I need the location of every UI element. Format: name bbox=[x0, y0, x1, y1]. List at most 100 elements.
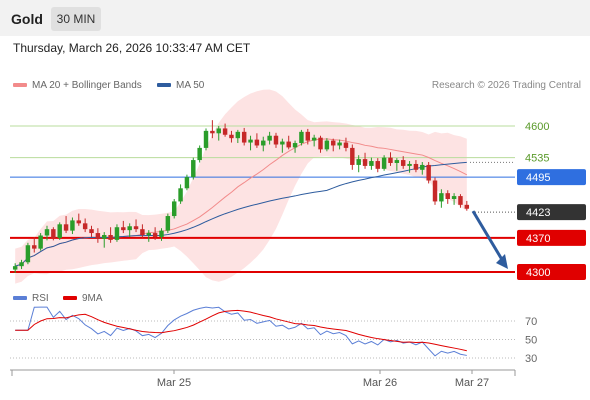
candle-body bbox=[413, 163, 419, 170]
price-label-4535: 4535 bbox=[525, 153, 549, 165]
bollinger-band-area bbox=[15, 89, 467, 284]
candle-body bbox=[89, 229, 94, 234]
candle-body bbox=[152, 233, 158, 237]
candle-body bbox=[280, 141, 285, 145]
candle-body bbox=[63, 224, 69, 231]
price-badge-4300 bbox=[517, 264, 586, 280]
candle-body bbox=[394, 160, 400, 163]
credit-text: Research © 2026 Trading Central bbox=[431, 80, 581, 91]
candles-group bbox=[12, 120, 470, 273]
price-badge-4370 bbox=[517, 229, 586, 246]
candle-body bbox=[108, 235, 113, 240]
candle-body bbox=[318, 137, 323, 150]
candle-body bbox=[222, 128, 228, 135]
candle-body bbox=[44, 229, 50, 236]
timeframe-button[interactable]: 30 MIN bbox=[51, 7, 101, 31]
candle-body bbox=[350, 147, 355, 165]
ma50-line bbox=[15, 161, 467, 267]
forecast-arrow-shaft bbox=[471, 210, 506, 264]
price-badge-4423 bbox=[517, 204, 586, 221]
rsi-swatch bbox=[13, 296, 27, 301]
candle-body bbox=[95, 233, 101, 239]
price-label-4600: 4600 bbox=[525, 121, 549, 133]
x-tick-label: Mar 27 bbox=[455, 377, 489, 389]
candle-body bbox=[261, 140, 266, 146]
candle-body bbox=[241, 131, 247, 143]
candle-body bbox=[32, 245, 37, 249]
candle-body bbox=[400, 160, 406, 166]
candle-body bbox=[159, 230, 164, 237]
candle-body bbox=[25, 245, 31, 263]
price-label-4495: 4495 bbox=[526, 172, 550, 184]
x-tick-label: Mar 26 bbox=[363, 377, 397, 389]
candle-body bbox=[432, 180, 438, 202]
rsi-level-label: 70 bbox=[525, 316, 537, 328]
price-label-4300: 4300 bbox=[526, 267, 550, 279]
candle-body bbox=[191, 160, 196, 178]
candle-body bbox=[121, 227, 126, 231]
legend-rsi: RSI bbox=[13, 293, 49, 304]
candle-body bbox=[76, 220, 82, 224]
candle-body bbox=[57, 224, 62, 238]
candle-body bbox=[51, 229, 56, 238]
candle-body bbox=[102, 235, 107, 239]
legend-ma20-label: MA 20 + Bollinger Bands bbox=[32, 80, 142, 91]
candle-body bbox=[331, 140, 336, 146]
candle-body bbox=[197, 147, 202, 161]
candle-body bbox=[229, 134, 234, 139]
candle-body bbox=[114, 227, 120, 240]
candle-body bbox=[375, 161, 380, 169]
x-tick-label: Mar 25 bbox=[157, 377, 191, 389]
ma50-swatch bbox=[157, 83, 171, 88]
9ma-swatch bbox=[63, 296, 77, 301]
price-label-4370: 4370 bbox=[526, 233, 550, 245]
price-label-4423: 4423 bbox=[526, 207, 550, 219]
candle-body bbox=[381, 157, 387, 169]
candle-body bbox=[299, 131, 304, 144]
candle-body bbox=[216, 128, 221, 134]
candle-body bbox=[305, 131, 311, 141]
rsi-line bbox=[15, 306, 467, 357]
candle-body bbox=[426, 164, 431, 181]
candle-body bbox=[203, 130, 209, 148]
candle-body bbox=[70, 220, 75, 231]
candle-body bbox=[445, 193, 450, 199]
candle-body bbox=[171, 201, 177, 217]
legend-9ma-label: 9MA bbox=[82, 293, 103, 304]
rsi-level-label: 50 bbox=[525, 335, 537, 347]
rsi-level-label: 30 bbox=[525, 353, 537, 365]
candle-body bbox=[464, 204, 470, 209]
candle-body bbox=[127, 226, 132, 231]
candle-body bbox=[388, 157, 393, 163]
candle-body bbox=[140, 229, 145, 236]
candle-body bbox=[267, 135, 272, 141]
legend-ma20-bollinger: MA 20 + Bollinger Bands bbox=[13, 80, 142, 91]
candle-body bbox=[362, 159, 368, 166]
candle-body bbox=[178, 188, 183, 202]
rsi-ma-line bbox=[15, 309, 467, 352]
candle-body bbox=[292, 143, 298, 148]
legend-rsi-label: RSI bbox=[32, 293, 49, 304]
ma20-swatch bbox=[13, 83, 27, 88]
candle-body bbox=[311, 137, 317, 141]
candle-body bbox=[38, 235, 43, 249]
price-badge-4495 bbox=[517, 169, 586, 186]
candle-body bbox=[133, 226, 139, 230]
instrument-title: Gold bbox=[11, 11, 43, 27]
candle-body bbox=[184, 177, 190, 189]
candle-body bbox=[12, 266, 18, 270]
candle-body bbox=[324, 140, 330, 150]
legend-ma50-label: MA 50 bbox=[176, 80, 205, 91]
candle-body bbox=[337, 142, 342, 146]
candle-body bbox=[210, 130, 215, 134]
candle-body bbox=[369, 161, 374, 166]
candle-body bbox=[458, 196, 463, 205]
candle-body bbox=[286, 141, 291, 148]
header-bar: Gold 30 MIN bbox=[0, 0, 590, 36]
forecast-arrow-head bbox=[496, 254, 508, 269]
candle-body bbox=[356, 159, 361, 165]
legend-9ma: 9MA bbox=[63, 293, 103, 304]
candle-body bbox=[451, 196, 457, 199]
candle-body bbox=[439, 193, 444, 202]
